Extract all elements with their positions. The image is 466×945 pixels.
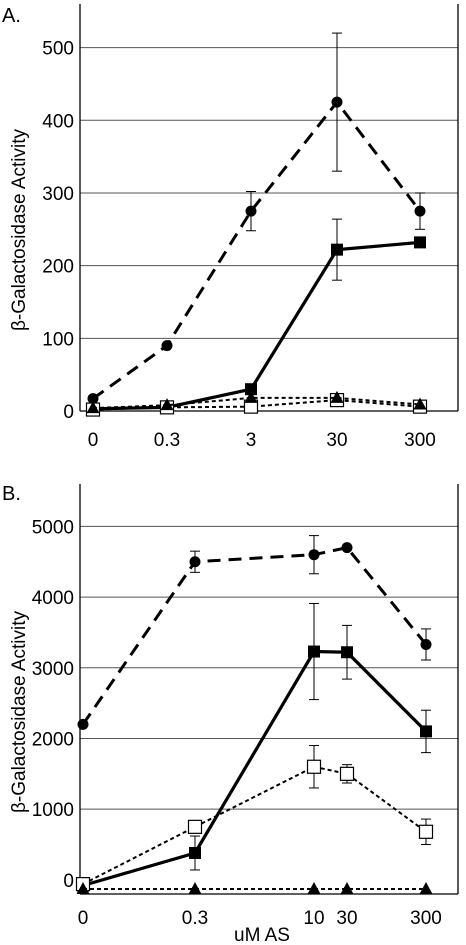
- series-line-triangle: [92, 396, 421, 410]
- y-tick-label: 0: [63, 402, 74, 423]
- series-line-circle: [92, 99, 422, 400]
- data-point-circle: [308, 549, 320, 561]
- panel-a-axes: [79, 4, 459, 412]
- y-tick-label: 0: [63, 871, 74, 892]
- y-tick-label: 400: [42, 111, 74, 132]
- data-point-triangle: [330, 390, 344, 403]
- data-point-open-square: [187, 819, 203, 834]
- data-point-triangle: [76, 882, 90, 895]
- y-tick-label: 3000: [32, 659, 74, 680]
- data-point-circle: [420, 638, 432, 650]
- panel-a-y-ticks: 100 200 300 400 500 0: [42, 39, 74, 423]
- data-point-square: [331, 243, 343, 256]
- data-point-square: [414, 236, 426, 249]
- data-point-triangle: [413, 397, 427, 410]
- series-line-square: [82, 649, 428, 888]
- data-point-triangle: [419, 882, 433, 895]
- x-tick-label: 3: [246, 430, 257, 451]
- data-point-square: [308, 645, 320, 658]
- data-point-triangle: [307, 882, 321, 895]
- data-point-circle: [341, 542, 353, 554]
- data-point-circle: [161, 340, 173, 352]
- y-tick-label: 200: [42, 257, 74, 278]
- data-point-circle: [245, 205, 257, 217]
- panel-b-plot-area: [75, 535, 434, 895]
- y-tick-label: 5000: [32, 517, 74, 538]
- data-point-square: [245, 383, 257, 396]
- panel-a-label: A.: [2, 5, 21, 27]
- panel-a-gridlines: [80, 47, 458, 339]
- data-point-triangle: [244, 390, 258, 403]
- x-tick-label: 0: [88, 430, 99, 451]
- x-tick-label: 30: [326, 430, 347, 451]
- x-tick-label: 300: [404, 430, 436, 451]
- data-point-circle: [414, 205, 426, 217]
- data-point-square: [341, 646, 353, 659]
- y-tick-label: 2000: [32, 729, 74, 750]
- panel-b-label: B.: [2, 483, 21, 505]
- x-tick-label: 0.3: [154, 430, 180, 451]
- x-tick-label: 30: [336, 908, 357, 929]
- x-tick-label: 10: [303, 908, 324, 929]
- y-tick-label: 4000: [32, 588, 74, 609]
- data-point-open-square: [339, 766, 355, 781]
- data-point-triangle: [340, 882, 354, 895]
- panel-a: A. β-Galactosidase Activity 100 200 300 …: [2, 4, 459, 451]
- data-point-circle: [87, 393, 99, 405]
- x-tick-label: 300: [410, 908, 442, 929]
- data-point-open-square: [418, 824, 434, 839]
- panel-a-plot-area: [85, 32, 428, 417]
- y-tick-label: 500: [42, 39, 74, 60]
- panel-a-y-axis-label: β-Galactosidase Activity: [9, 128, 30, 331]
- x-tick-label: 0.3: [182, 908, 208, 929]
- panel-b-x-axis-label: uM AS: [234, 925, 290, 945]
- panel-b: B. β-Galactosidase Activity 1000 2000 30…: [2, 483, 459, 945]
- y-tick-label: 300: [42, 184, 74, 205]
- data-point-circle: [331, 96, 343, 108]
- panel-b-x-ticks: 0 0.3 10 30 300: [78, 908, 442, 929]
- series-line-open-square: [82, 765, 427, 885]
- data-point-triangle: [160, 398, 174, 411]
- data-point-square: [189, 847, 201, 859]
- panel-b-axes: [79, 484, 459, 895]
- panel-b-y-axis-label: β-Galactosidase Activity: [9, 610, 30, 813]
- series-line-open-square: [92, 399, 421, 411]
- x-tick-label: 0: [78, 908, 89, 929]
- series-line-circle: [81, 545, 428, 726]
- panel-a-x-ticks: 0 0.3 3 30 300: [88, 430, 436, 451]
- data-point-open-square: [306, 759, 322, 774]
- y-tick-label: 1000: [32, 800, 74, 821]
- panel-b-y-ticks: 1000 2000 3000 4000 5000 0: [32, 517, 74, 891]
- data-point-circle: [189, 556, 201, 568]
- panel-b-gridlines: [80, 525, 458, 810]
- data-point-circle: [77, 718, 89, 730]
- data-point-triangle: [86, 401, 100, 414]
- y-tick-label: 100: [42, 329, 74, 350]
- data-point-square: [420, 725, 432, 738]
- data-point-triangle: [188, 882, 202, 895]
